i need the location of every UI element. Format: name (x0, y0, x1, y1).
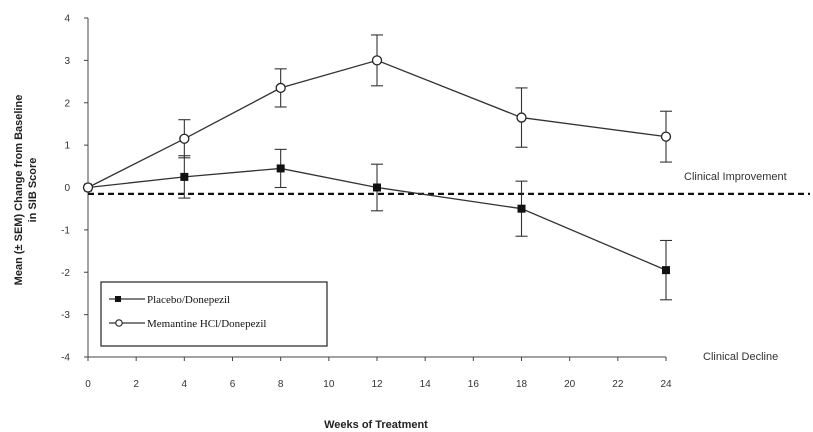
series-line (87, 167, 667, 271)
y-axis-title-line-1: Mean (± SEM) Change from Baseline (13, 95, 25, 286)
y-tick-label: 3 (64, 56, 70, 67)
x-tick-label: 12 (371, 379, 383, 390)
y-tick-label: -3 (61, 310, 70, 321)
x-tick-label: 22 (612, 379, 624, 390)
annotation-decline: Clinical Decline (703, 351, 778, 363)
data-point (516, 112, 527, 123)
x-tick-label: 4 (182, 379, 188, 390)
series-2 (82, 34, 672, 193)
series-1 (84, 148, 672, 301)
x-tick-label: 14 (420, 379, 432, 390)
y-tick-label: -1 (61, 225, 70, 236)
legend-label: Placebo/Donepezil (147, 294, 230, 306)
y-tick-label: -2 (61, 268, 70, 279)
data-point (276, 164, 285, 173)
x-tick-label: 20 (564, 379, 576, 390)
x-tick-label: 6 (230, 379, 236, 390)
x-tick-label: 8 (278, 379, 284, 390)
y-axis-title: Mean (± SEM) Change from Baseline in SIB… (13, 95, 39, 286)
legend-items: Placebo/Donepezil Memantine HCl/Donepezil (109, 294, 266, 330)
x-axis-title: Weeks of Treatment (324, 419, 428, 431)
legend-marker (115, 319, 123, 327)
data-point (179, 133, 190, 144)
legend-marker (115, 296, 121, 302)
x-tick-label: 16 (468, 379, 480, 390)
y-tick-label: 2 (64, 98, 70, 109)
y-tick-label: 4 (64, 14, 70, 25)
x-tick-label: 10 (323, 379, 335, 390)
y-tick-label: -4 (61, 353, 70, 364)
annotation-improvement: Clinical Improvement (684, 171, 787, 183)
series-layer (82, 34, 672, 301)
series-line (87, 59, 667, 189)
x-tick-label: 24 (660, 379, 672, 390)
y-tick-label: 0 (64, 183, 70, 194)
x-tick-label: 0 (85, 379, 91, 390)
legend: Placebo/Donepezil Memantine HCl/Donepezil (100, 281, 328, 347)
data-point (275, 82, 286, 94)
legend-box (100, 281, 328, 347)
x-tick-label: 18 (516, 379, 528, 390)
data-point (662, 266, 670, 275)
x-tick-label: 2 (133, 379, 139, 390)
legend-label: Memantine HCl/Donepezil (147, 318, 266, 330)
data-point (371, 55, 383, 66)
x-ticks: 0 2 4 6 8 10 12 14 16 18 20 22 24 (85, 357, 672, 390)
y-ticks: -4 -3 -2 -1 0 1 2 3 4 (61, 14, 88, 364)
data-point (180, 172, 189, 181)
y-axis-title-line-2: in SIB Score (27, 158, 39, 223)
data-point (660, 131, 672, 142)
y-tick-label: 1 (64, 141, 70, 152)
data-point (82, 182, 94, 193)
data-point (373, 183, 381, 192)
data-point (517, 204, 526, 213)
